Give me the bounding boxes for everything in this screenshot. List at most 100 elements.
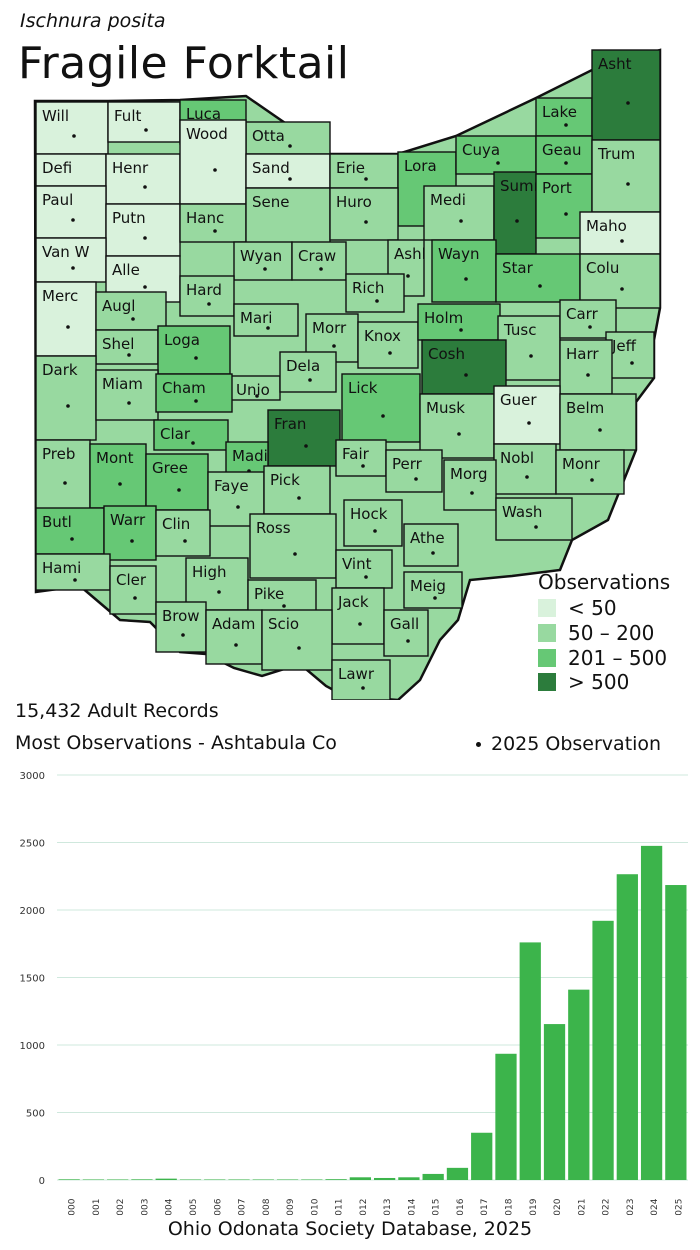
x-tick-label: 2008 (262, 1198, 272, 1215)
observation-dot (588, 325, 592, 329)
county-label: Brow (162, 607, 200, 625)
county-label: Erie (336, 159, 365, 177)
x-tick-label: 2001 (92, 1199, 102, 1215)
county-dela: Dela (279, 351, 337, 393)
observation-dot (459, 219, 463, 223)
observation-dot (217, 590, 221, 594)
county-label: Fair (342, 445, 370, 463)
county-label: Pick (270, 471, 300, 489)
county-brow: Brow (155, 601, 207, 653)
county-huro: Huro (329, 187, 399, 241)
observation-dot (70, 537, 74, 541)
x-tick-label: 2016 (456, 1198, 466, 1215)
x-tick-label: 2015 (432, 1199, 442, 1215)
observation-dot (71, 266, 75, 270)
county-label: Trum (597, 145, 635, 163)
county-hami: Hami (35, 553, 111, 591)
observation-dot (459, 328, 463, 332)
county-fair: Fair (335, 439, 387, 477)
county-label: Loga (164, 331, 200, 349)
y-tick-label: 1500 (20, 974, 45, 985)
county-label: Alle (112, 261, 140, 279)
county-label: Nobl (500, 449, 534, 467)
county-lick: Lick (341, 373, 421, 443)
county-label: Ashl (394, 245, 426, 263)
county-label: Monr (562, 455, 601, 473)
observation-dot (130, 539, 134, 543)
x-tick-label: 2006 (213, 1198, 223, 1215)
county-erie: Erie (329, 153, 399, 189)
observation-dot (590, 478, 594, 482)
observation-dot (364, 575, 368, 579)
observation-dot (308, 378, 312, 382)
x-tick-label: 2012 (359, 1199, 369, 1215)
observation-dot (375, 299, 379, 303)
county-sand: Sand (245, 153, 331, 189)
observation-dot (332, 344, 336, 348)
county-label: Jack (337, 593, 369, 611)
county-label: Hock (350, 505, 388, 523)
bar-2003 (131, 1179, 153, 1180)
county-hock: Hock (343, 499, 403, 547)
bar-2025 (665, 885, 687, 1180)
county-label: Faye (214, 477, 249, 495)
county-label: Lawr (338, 665, 375, 683)
county-preb: Preb (35, 439, 91, 511)
bar-2005 (179, 1179, 202, 1180)
county-craw: Craw (291, 241, 347, 281)
county-label: Lick (348, 379, 378, 397)
legend-item-gt500: > 500 (538, 670, 630, 694)
county-label: Knox (364, 327, 401, 345)
county-label: Geau (542, 141, 582, 159)
county-paul: Paul (35, 185, 107, 239)
bar-2011 (325, 1179, 347, 1180)
county-label: Madi (232, 447, 268, 465)
county-will: Will (35, 101, 109, 155)
observation-dot (73, 578, 77, 582)
bar-2009 (276, 1179, 299, 1180)
county-perr: Perr (385, 449, 443, 493)
observation-dot (282, 604, 286, 608)
legend-item-50-200: 50 – 200 (538, 621, 654, 645)
county-miam: Miam (95, 369, 159, 421)
county-nobl: Nobl (493, 443, 557, 495)
county-label: Defi (42, 159, 72, 177)
bar-2023 (616, 874, 638, 1180)
y-tick-label: 500 (26, 1109, 45, 1120)
county-label: Paul (42, 191, 73, 209)
county-wood: Wood (179, 119, 247, 205)
legend-title: Observations (538, 570, 671, 594)
county-warr: Warr (103, 505, 157, 561)
county-label: Clin (162, 515, 190, 533)
county-label: Adam (212, 615, 255, 633)
county-pick: Pick (263, 465, 331, 515)
x-tick-label: 2010 (310, 1198, 320, 1215)
legend-swatch (538, 649, 556, 667)
observation-dot (63, 481, 67, 485)
y-tick-label: 0 (39, 1176, 45, 1187)
observation-dot (213, 229, 217, 233)
county-merc: Merc (35, 281, 97, 357)
county-gall: Gall (383, 609, 429, 657)
county-unio: Unio (229, 375, 281, 401)
observation-dot (194, 399, 198, 403)
county-label: Carr (566, 305, 599, 323)
county-label: Van W (42, 243, 90, 261)
observation-dot (319, 267, 323, 271)
county-harr: Harr (559, 339, 613, 395)
county-wyan: Wyan (233, 241, 293, 281)
observation-dot-icon (476, 742, 481, 747)
legend-label: > 500 (568, 670, 630, 694)
observation-dot (564, 212, 568, 216)
observation-dot (358, 622, 362, 626)
county-label: Dark (42, 361, 78, 379)
county-label: Star (502, 259, 534, 277)
page-title: Fragile Forktail (18, 38, 350, 89)
observation-dot (181, 633, 185, 637)
bar-2007 (228, 1179, 250, 1180)
observation-dot (626, 101, 630, 105)
x-tick-label: 2021 (577, 1199, 587, 1215)
county-label: Cuya (462, 141, 500, 159)
yearly-bar-chart: 0 500 1000 1500 2000 2500 3000 2000 2001 2002 2003… (20, 771, 688, 1215)
observation-dot (133, 596, 137, 600)
